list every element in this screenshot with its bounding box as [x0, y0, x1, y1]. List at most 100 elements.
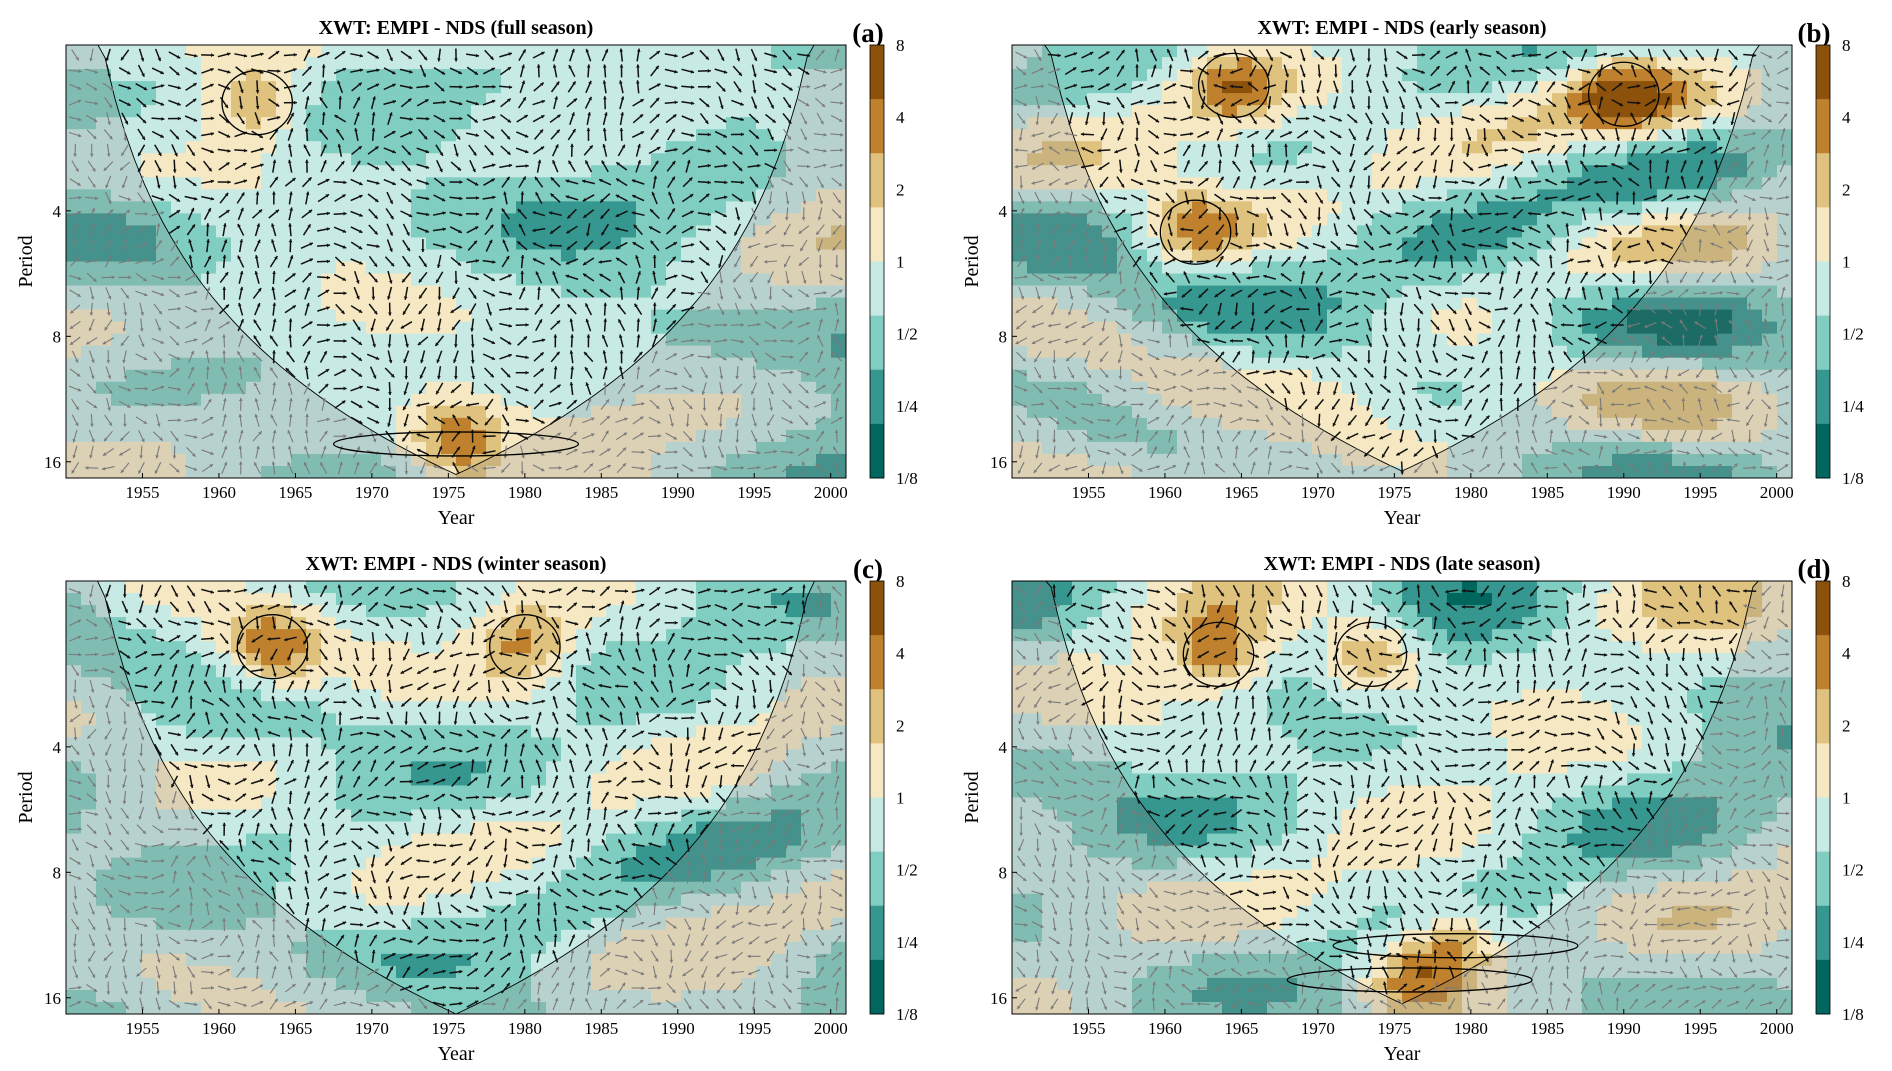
heatmap-cell — [201, 213, 217, 227]
heatmap-cell — [1522, 201, 1538, 214]
heatmap-cell — [1672, 93, 1688, 106]
heatmap-cell — [486, 453, 502, 467]
y-tick-label: 16 — [44, 453, 61, 472]
heatmap-cell — [1462, 81, 1478, 94]
heatmap-cell — [621, 249, 637, 263]
heatmap-cell — [1282, 153, 1298, 166]
heatmap-cell — [1537, 309, 1553, 323]
heatmap-cell — [156, 117, 172, 130]
heatmap-cell — [66, 225, 82, 239]
heatmap-cell — [66, 57, 82, 70]
heatmap-cell — [1462, 417, 1478, 431]
heatmap-cell — [246, 333, 262, 347]
heatmap-cell — [1342, 117, 1358, 130]
heatmap-cell — [291, 189, 307, 202]
heatmap-cell — [1417, 297, 1433, 311]
heatmap-cell — [261, 69, 277, 82]
heatmap-cell — [231, 309, 247, 323]
heatmap-cell — [321, 213, 337, 227]
heatmap-cell — [171, 309, 187, 323]
heatmap-cell — [1222, 297, 1238, 311]
heatmap-cell — [171, 393, 187, 407]
heatmap-cell — [141, 165, 157, 178]
heatmap-cell — [1522, 57, 1538, 70]
heatmap-cell — [576, 153, 592, 166]
heatmap-cell — [531, 273, 547, 287]
heatmap-cell — [1507, 309, 1523, 323]
heatmap-cell — [456, 249, 472, 263]
heatmap-cell — [141, 141, 157, 154]
heatmap-cell — [1417, 225, 1433, 239]
heatmap-cell — [1252, 153, 1268, 166]
chart-title: XWT: EMPI - NDS (full season) — [319, 17, 594, 39]
heatmap-cell — [1207, 273, 1223, 287]
heatmap-cell — [471, 177, 487, 190]
heatmap-cell — [486, 381, 502, 395]
heatmap-cell — [366, 153, 382, 166]
heatmap-cell — [591, 309, 607, 323]
heatmap-cell — [651, 273, 667, 287]
colorbar-tick-label: 2 — [896, 180, 905, 199]
heatmap-cell — [426, 153, 442, 166]
heatmap-cell — [1342, 81, 1358, 94]
heatmap-cell — [96, 369, 112, 383]
heatmap-cell — [411, 165, 427, 178]
heatmap-cell — [681, 201, 697, 214]
heatmap-cell — [186, 225, 202, 239]
heatmap-cell — [531, 369, 547, 383]
heatmap-cell — [411, 237, 427, 251]
heatmap-cell — [306, 225, 322, 239]
heatmap-cell — [1387, 345, 1403, 359]
heatmap-cell — [1612, 189, 1628, 202]
heatmap-cell — [156, 249, 172, 263]
heatmap-cell — [276, 333, 292, 347]
heatmap-cell — [321, 177, 337, 190]
heatmap-cell — [111, 345, 127, 359]
heatmap-cell — [546, 165, 562, 178]
heatmap-cell — [486, 465, 502, 478]
heatmap-cell — [261, 249, 277, 263]
heatmap-cell — [276, 405, 292, 419]
heatmap-cell — [381, 165, 397, 178]
heatmap-cell — [486, 153, 502, 166]
heatmap-cell — [171, 405, 187, 419]
heatmap-cell — [1357, 237, 1373, 251]
x-tick-label: 1980 — [508, 483, 542, 502]
heatmap-cell — [1627, 213, 1643, 227]
heatmap-cell — [516, 381, 532, 395]
heatmap-cell — [1117, 57, 1133, 70]
heatmap-cell — [81, 117, 97, 130]
heatmap-cell — [471, 105, 487, 118]
heatmap-cell — [1432, 309, 1448, 323]
heatmap-cell — [141, 273, 157, 287]
heatmap-cell — [426, 141, 442, 154]
heatmap-cell — [1177, 141, 1193, 154]
heatmap-cell — [1372, 201, 1388, 214]
heatmap-cell — [1207, 177, 1223, 190]
heatmap-cell — [441, 417, 457, 431]
heatmap-cell — [1537, 369, 1553, 383]
chart-panel-a: XWT: EMPI - NDS (full season) (a) 1955 1960… — [0, 0, 946, 535]
heatmap-cell — [1387, 57, 1403, 70]
heatmap-cell — [1342, 213, 1358, 227]
heatmap-cell — [336, 165, 352, 178]
heatmap-cell — [231, 441, 247, 455]
heatmap-cell — [546, 237, 562, 251]
heatmap-cell — [561, 177, 577, 190]
heatmap-cell — [411, 153, 427, 166]
heatmap-cell — [111, 57, 127, 70]
heatmap-cell — [231, 237, 247, 251]
heatmap-cell — [1162, 261, 1178, 275]
heatmap-cell — [516, 81, 532, 94]
heatmap-cell — [81, 153, 97, 166]
heatmap-cell — [96, 381, 112, 395]
heatmap-cell — [336, 105, 352, 118]
heatmap-cell — [726, 45, 742, 58]
heatmap-cell — [1282, 117, 1298, 130]
heatmap-cell — [516, 117, 532, 130]
heatmap-cell — [1627, 105, 1643, 118]
heatmap-cell — [561, 261, 577, 275]
colorbar-tick-label: 4 — [896, 108, 905, 127]
heatmap-cell — [96, 81, 112, 94]
heatmap-cell — [1267, 321, 1283, 335]
